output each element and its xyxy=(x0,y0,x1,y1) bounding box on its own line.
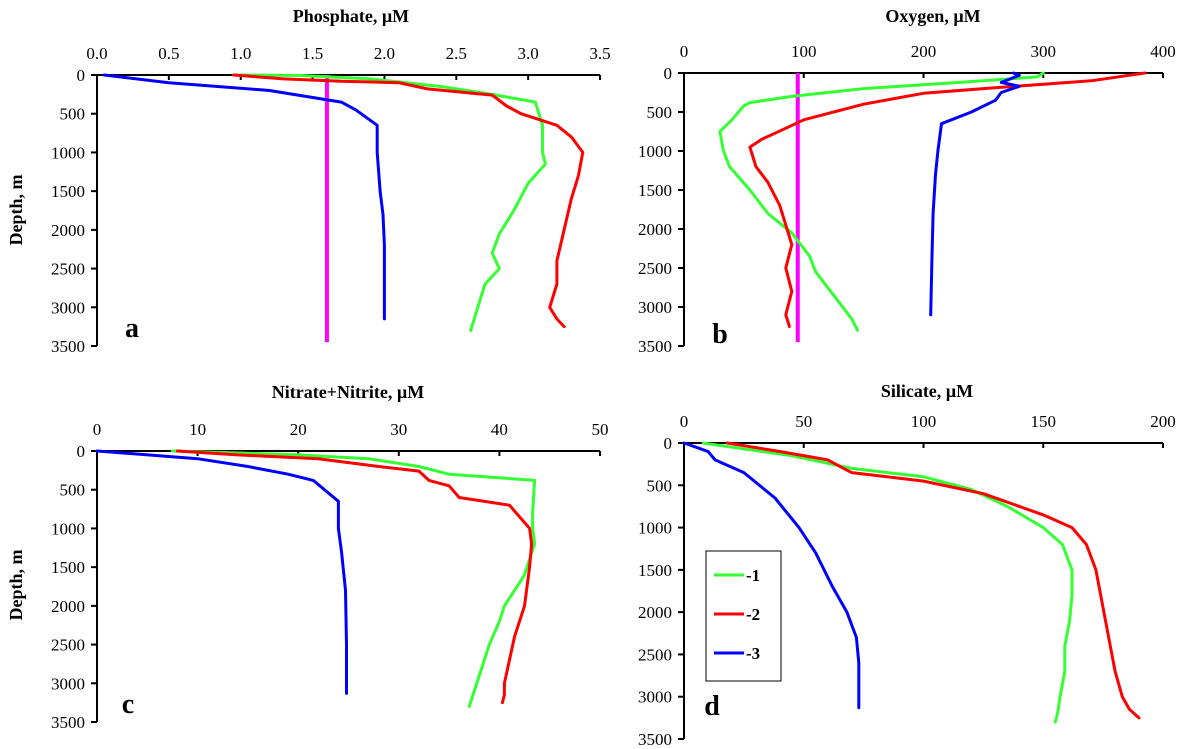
y-tick-label: 1000 xyxy=(638,142,672,161)
x-tick-label: 150 xyxy=(1031,412,1057,431)
y-tick-label: 2500 xyxy=(51,260,85,279)
chart-title: Phosphate, µM xyxy=(293,6,409,26)
series-line-1 xyxy=(170,449,537,708)
y-tick-label: 2500 xyxy=(638,259,672,278)
x-tick-label: 100 xyxy=(791,42,817,61)
y-tick-label: 500 xyxy=(647,103,673,122)
x-tick-label: 300 xyxy=(1031,42,1057,61)
y-tick-label: 0 xyxy=(77,66,86,85)
x-tick-label: 1.5 xyxy=(302,44,323,63)
x-tick-label: 50 xyxy=(592,420,609,439)
y-tick-label: 3500 xyxy=(638,337,672,356)
y-tick-label: 1500 xyxy=(51,558,85,577)
legend-label: -1 xyxy=(746,566,760,585)
x-tick-label: 1.0 xyxy=(230,44,251,63)
panel-a: Phosphate, µM 0.0 0.5 1.0 1.5 2.0 2.5 3.0 3.5 0 50… xyxy=(6,6,611,356)
y-tick-label: 500 xyxy=(647,476,673,495)
panel-d: Silicate, µM0 50 100 150 2000500100015002000… xyxy=(638,381,1176,749)
y-tick-label: 2000 xyxy=(51,597,85,616)
x-tick-label: 0 xyxy=(680,42,689,61)
panel-letter: d xyxy=(704,691,720,722)
panel-letter: b xyxy=(712,319,728,350)
series-line-3 xyxy=(682,441,861,710)
series-line-1 xyxy=(701,441,1074,724)
y-tick-label: 3000 xyxy=(51,298,85,317)
chart-title: Oxygen, µM xyxy=(885,6,980,26)
x-tick-label: 0.0 xyxy=(86,44,107,63)
y-tick-label: 2000 xyxy=(638,603,672,622)
y-tick-label: 3500 xyxy=(51,337,85,356)
chart-title: Nitrate+Nitrite, µM xyxy=(272,382,425,402)
legend-box xyxy=(705,550,782,682)
series-line-3 xyxy=(929,71,1021,317)
series-line-1 xyxy=(718,71,1045,332)
x-tick-label: 2.5 xyxy=(446,44,467,63)
y-tick-label: 0 xyxy=(664,64,673,83)
y-axis-label: Depth, m xyxy=(6,174,26,245)
panel-c: Nitrate+Nitrite, µM0 10 20 30 40 500500100015… xyxy=(6,382,609,732)
series-line-2 xyxy=(748,71,1147,328)
x-tick-label: 0 xyxy=(93,420,102,439)
y-tick-label: 2500 xyxy=(638,645,672,664)
y-tick-label: 1500 xyxy=(638,561,672,580)
x-tick-label: 200 xyxy=(1150,412,1176,431)
y-tick-label: 500 xyxy=(60,481,86,500)
y-tick-label: 3500 xyxy=(51,713,85,732)
panel-b: Oxygen, µM 0 100 200 300 400 0 500 1000 1500 2000 2… xyxy=(638,6,1176,356)
y-tick-label: 1500 xyxy=(51,182,85,201)
y-tick-label: 1500 xyxy=(638,181,672,200)
x-tick-label: 2.0 xyxy=(374,44,395,63)
series-line-2 xyxy=(725,441,1141,720)
y-tick-label: 2000 xyxy=(51,221,85,240)
x-tick-label: 100 xyxy=(911,412,937,431)
y-tick-label: 500 xyxy=(60,105,86,124)
series-line-3 xyxy=(102,73,386,321)
y-tick-label: 2500 xyxy=(51,636,85,655)
y-tick-label: 3500 xyxy=(638,730,672,749)
x-tick-label: 40 xyxy=(491,420,508,439)
series-line-2 xyxy=(176,449,534,705)
x-tick-label: 3.0 xyxy=(518,44,539,63)
panel-letter: a xyxy=(125,313,139,344)
y-tick-label: 0 xyxy=(664,434,673,453)
y-tick-label: 0 xyxy=(77,442,86,461)
legend-label: -2 xyxy=(746,605,760,624)
x-tick-label: 200 xyxy=(911,42,937,61)
y-tick-label: 3000 xyxy=(638,688,672,707)
y-tick-label: 2000 xyxy=(638,220,672,239)
x-tick-label: 50 xyxy=(795,412,812,431)
y-tick-label: 3000 xyxy=(51,674,85,693)
x-tick-label: 0.5 xyxy=(158,44,179,63)
series-line-2 xyxy=(232,73,585,329)
panel-letter: c xyxy=(122,689,134,720)
x-tick-label: 400 xyxy=(1150,42,1176,61)
series-line-1 xyxy=(232,73,547,332)
legend-label: -3 xyxy=(746,644,760,663)
legend: -1 -2 -3 xyxy=(705,550,782,682)
x-tick-label: 20 xyxy=(290,420,307,439)
y-tick-label: 3000 xyxy=(638,298,672,317)
y-tick-label: 1000 xyxy=(638,519,672,538)
y-axis-label: Depth, m xyxy=(6,549,26,620)
x-tick-label: 30 xyxy=(390,420,407,439)
x-tick-label: 3.5 xyxy=(589,44,610,63)
series-line-3 xyxy=(95,449,348,695)
x-tick-label: 0 xyxy=(680,412,689,431)
x-tick-label: 10 xyxy=(189,420,206,439)
y-tick-label: 1000 xyxy=(51,519,85,538)
chart-title: Silicate, µM xyxy=(881,381,973,401)
y-tick-label: 1000 xyxy=(51,143,85,162)
